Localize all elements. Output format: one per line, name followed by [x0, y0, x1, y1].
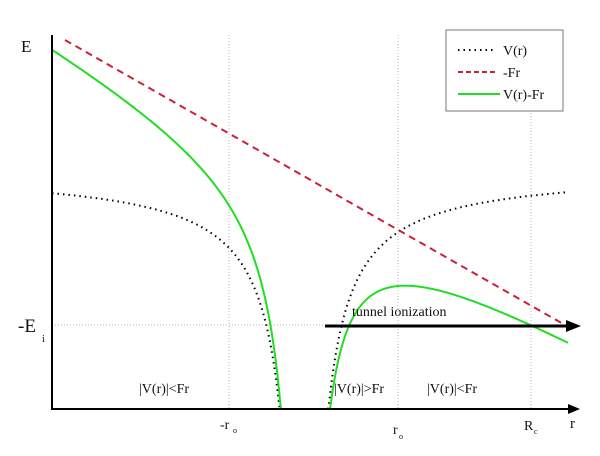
tick-rc: R — [524, 419, 534, 434]
tunnel-label: tunnel ionization — [352, 305, 446, 320]
tick-r0: r — [393, 423, 398, 438]
tick-rc-sub: c — [534, 427, 538, 436]
curve-v-minus-fr-right — [329, 284, 569, 410]
legend-label-fr: -Fr — [503, 66, 520, 81]
region-middle-label: |V(r)|>Fr — [334, 382, 384, 397]
region-right-label: |V(r)|<Fr — [427, 382, 477, 397]
tick-minus-r0-sub: o — [233, 426, 237, 435]
tunnel-arrow-head — [566, 320, 581, 332]
x-axis-label: r — [570, 416, 575, 432]
y-axis-label: E — [21, 37, 31, 56]
tick-r0-sub: o — [399, 432, 403, 441]
curve-v-r-right — [327, 191, 566, 410]
x-axis-arrow — [568, 404, 580, 414]
legend-label-g: V(r)-Fr — [503, 88, 545, 103]
curve-v-minus-fr — [51, 48, 282, 410]
level-label-sub: i — [42, 334, 45, 345]
region-left-label: |V(r)|<Fr — [139, 382, 189, 397]
level-label: -E — [18, 316, 36, 337]
legend-label-v: V(r) — [503, 44, 527, 59]
tick-minus-r0: -r — [220, 418, 230, 433]
legend-box — [445, 29, 564, 112]
legend: V(r) -Fr V(r)-Fr — [445, 29, 564, 112]
curve-v-r — [51, 192, 281, 410]
